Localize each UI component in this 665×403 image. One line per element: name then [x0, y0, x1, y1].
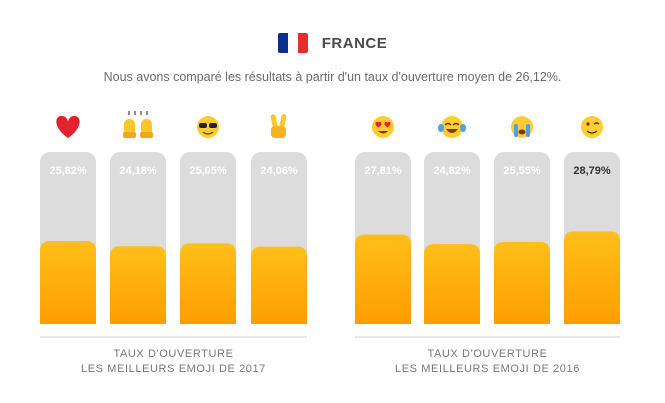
bar [40, 240, 96, 324]
country-title: FRANCE [321, 34, 388, 52]
bar [110, 246, 166, 324]
caption-line2: LES MEILLEURS EMOJI DE 2016 [395, 363, 580, 375]
bar [494, 241, 550, 324]
data-label: 28,79% [573, 165, 611, 177]
winking-face-icon [581, 116, 603, 138]
data-label: 27,81% [364, 165, 402, 177]
bar [564, 231, 620, 324]
data-label: 24,82% [433, 165, 471, 177]
sunglasses-face-icon [197, 116, 219, 138]
data-label: 25,82% [49, 165, 87, 177]
caption-line2: LES MEILLEURS EMOJI DE 2017 [81, 363, 266, 375]
caption-line1: TAUX D'OUVERTURE [427, 348, 547, 360]
chart-group-0: 25,82% 24,18% 25,05% 24,06% TAUX D'OUVERTURE… [40, 111, 307, 375]
france-flag-icon [277, 33, 308, 53]
data-label: 25,05% [189, 165, 227, 177]
data-label: 24,18% [119, 165, 157, 177]
bar [180, 243, 236, 324]
data-label: 25,55% [503, 165, 541, 177]
bar [355, 234, 411, 324]
raising-hands-icon [123, 111, 153, 138]
chart-group-1: 27,81% 24,82% 25,55% 28,79% TAUX D'OUVERTURE… [355, 116, 620, 375]
bar [251, 246, 307, 324]
bar [424, 244, 480, 324]
caption-line1: TAUX D'OUVERTURE [113, 348, 233, 360]
chart-header: FRANCE [0, 33, 665, 53]
flag-stripe-red [297, 33, 308, 53]
heart-eyes-face-icon [372, 116, 394, 138]
flag-stripe-blue [277, 33, 288, 53]
data-label: 24,06% [260, 165, 298, 177]
tears-of-joy-face-icon [438, 116, 466, 138]
loudly-crying-face-icon [511, 116, 533, 138]
subtitle: Nous avons comparé les résultats à parti… [103, 70, 562, 84]
flag-stripe-white [287, 33, 298, 53]
red-heart-icon [56, 115, 80, 138]
victory-hand-icon [270, 114, 287, 138]
